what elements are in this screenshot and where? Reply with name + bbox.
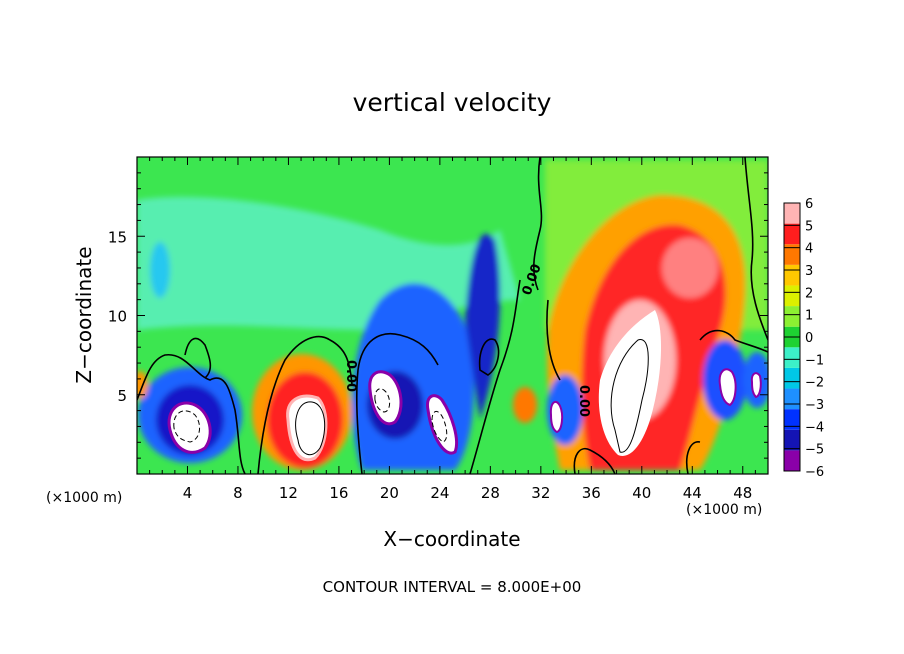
x-tick-label: 44 [683, 484, 702, 502]
chart-title: vertical velocity [352, 88, 552, 117]
negative-contour-3 [431, 411, 448, 443]
positive-contour-2 [610, 339, 649, 453]
core-negative-3a [368, 370, 403, 426]
colorbar-label: −6 [805, 465, 824, 480]
zero-contour-1 [137, 354, 246, 474]
colorbar-label: −4 [805, 420, 824, 435]
colorbar-swatch [784, 429, 800, 451]
velocity-field: 0.00 0.00 0.00 [137, 157, 768, 474]
colorbar-label: −1 [805, 353, 824, 368]
core-positive-2 [286, 394, 328, 462]
core-negative-5 [549, 400, 564, 434]
negative-contours [173, 388, 448, 443]
colorbar-swatch [784, 223, 800, 245]
x-tick-label: 40 [632, 484, 651, 502]
zero-contour-9 [573, 448, 616, 474]
core-negative-1 [167, 401, 212, 454]
negative-contour-2 [374, 388, 391, 413]
core-negative-7 [750, 372, 762, 399]
negative-contour-1 [173, 410, 201, 443]
x-tick-label: 20 [380, 484, 399, 502]
y-axis-label: Z−coordinate [72, 246, 96, 384]
colorbar-label: 5 [805, 219, 813, 234]
colorbar-swatch [784, 388, 800, 410]
x-tick-label: 32 [531, 484, 550, 502]
colorbar-swatch [784, 203, 800, 224]
colorbar-label: 1 [805, 309, 813, 324]
x-tick-label: 4 [183, 484, 193, 502]
colorbar: 6 5 4 3 2 1 0 −1 −2 −3 −4 −5 −6 [783, 197, 824, 480]
y-tick-label: 5 [117, 387, 127, 405]
colorbar-swatch [784, 347, 800, 368]
colorbar-swatch [784, 367, 800, 389]
field-orange-blob [513, 387, 537, 423]
colorbar-swatch [784, 244, 800, 265]
zero-contours [137, 157, 768, 474]
core-positive-5 [598, 310, 662, 456]
zero-contour-10 [478, 338, 500, 376]
x-axis-label: X−coordinate [383, 527, 521, 551]
x-tick-label: 24 [430, 484, 449, 502]
x-tick-label: 8 [233, 484, 243, 502]
zero-contour-2 [184, 337, 212, 379]
zero-contour-5 [469, 279, 521, 474]
contour-interval-note: CONTOUR INTERVAL = 8.000E+00 [322, 578, 582, 596]
y-tick-label: 10 [108, 308, 127, 326]
colorbar-label: 0 [805, 331, 813, 346]
core-negative-3b [425, 394, 458, 455]
colorbar-swatch [784, 264, 800, 286]
colorbar-label: −3 [805, 398, 824, 413]
zero-contour-3 [257, 335, 353, 474]
x-unit-right: (×1000 m) [686, 502, 763, 518]
zero-contour-7 [546, 299, 561, 381]
y-tick-label: 15 [108, 228, 127, 246]
field-pink-core-upper [662, 238, 718, 298]
colorbar-label: 4 [805, 242, 813, 257]
contour-label: 0.00 [343, 360, 358, 392]
field-cyan-streak [150, 242, 170, 298]
zero-contour-8 [744, 157, 768, 341]
contour-label: 0.00 [576, 385, 591, 417]
x-unit-left: (×1000 m) [46, 490, 123, 506]
zero-contour-4 [355, 333, 439, 474]
positive-contours [295, 339, 649, 456]
colorbar-swatch [784, 285, 800, 307]
saturated-cores [167, 310, 762, 462]
x-tick-label: 36 [582, 484, 601, 502]
zero-contour-11 [685, 441, 701, 474]
colorbar-label: 3 [805, 264, 813, 279]
x-tick-label: 16 [329, 484, 348, 502]
colorbar-swatch [784, 409, 800, 430]
x-tick-label: 28 [481, 484, 500, 502]
x-tick-label: 12 [279, 484, 298, 502]
core-negative-6 [718, 368, 737, 407]
zero-contour-12 [699, 329, 768, 353]
colorbar-swatch [784, 450, 800, 471]
field-deep-blue-column-3 [465, 233, 500, 420]
colorbar-label: 2 [805, 286, 813, 301]
positive-contour-1 [295, 401, 326, 456]
colorbar-label: −2 [805, 376, 824, 391]
colorbar-label: −5 [805, 443, 824, 458]
x-tick-label: 48 [733, 484, 752, 502]
colorbar-label: 6 [805, 197, 813, 212]
colorbar-swatch [784, 306, 800, 327]
zero-contour-6 [532, 157, 543, 291]
